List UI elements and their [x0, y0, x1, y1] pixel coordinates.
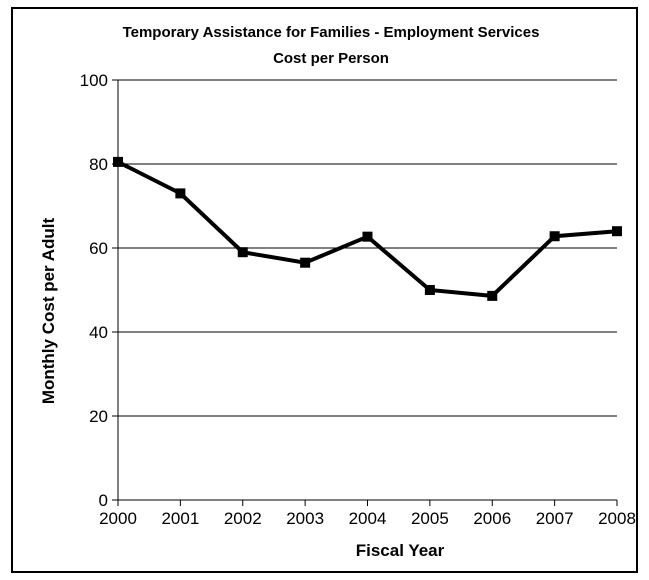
y-tick-label: 40	[89, 323, 108, 342]
y-tick-label: 100	[80, 71, 108, 90]
data-point-marker	[612, 226, 622, 237]
data-point-marker	[424, 285, 435, 295]
data-point-marker	[549, 231, 560, 242]
data-point-marker	[362, 231, 373, 242]
x-tick-label: 2001	[161, 509, 199, 528]
chart-title: Temporary Assistance for Families - Empl…	[123, 24, 540, 41]
chart-frame	[11, 7, 638, 573]
x-tick-label: 2008	[598, 509, 636, 528]
chart-subtitle: Cost per Person	[273, 50, 389, 67]
x-tick-label: 2006	[473, 509, 511, 528]
series-line	[117, 160, 618, 298]
axes	[112, 79, 618, 506]
y-tick-label: 20	[89, 407, 108, 426]
y-tick-label: 60	[89, 239, 108, 258]
data-point-marker	[175, 188, 186, 199]
y-tick-label: 80	[89, 155, 108, 174]
y-tick-labels: 0 20 40 60 80 100	[80, 71, 108, 510]
x-tick-label: 2002	[224, 509, 262, 528]
y-axis-title: Monthly Cost per Adult	[39, 217, 58, 404]
x-tick-labels: 2000 2001 2002 2003 2004 2005 2006 2007 2008	[99, 509, 636, 528]
x-tick-label: 2000	[99, 509, 137, 528]
data-point-marker	[300, 257, 311, 268]
x-tick-label: 2007	[536, 509, 574, 528]
x-tick-label: 2004	[349, 509, 387, 528]
x-axis-title: Fiscal Year	[356, 541, 445, 560]
x-tick-label: 2003	[286, 509, 324, 528]
data-point-marker	[113, 156, 123, 167]
y-tick-label: 0	[99, 491, 108, 510]
x-tick-label: 2005	[411, 509, 449, 528]
series	[113, 156, 622, 301]
data-point-marker	[487, 290, 498, 301]
data-point-marker	[237, 247, 248, 258]
grid-lines	[118, 79, 617, 417]
